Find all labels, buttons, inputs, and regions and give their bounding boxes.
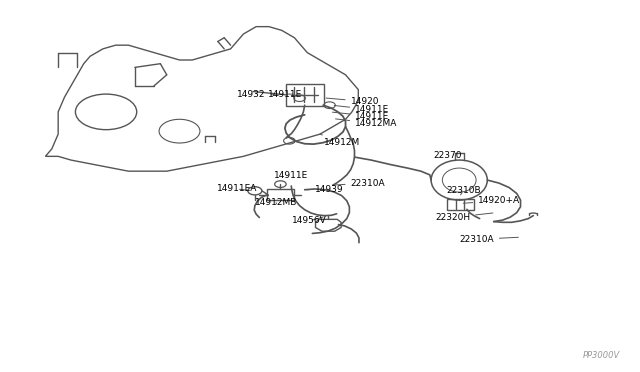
Text: PP3000V: PP3000V [583,351,620,360]
Text: 14911E: 14911E [274,171,308,180]
Text: 14912M: 14912M [320,134,360,147]
Text: 14912MB: 14912MB [255,198,297,207]
Text: 22310A: 22310A [333,179,385,187]
Text: 14911E: 14911E [332,112,389,121]
Text: 22370: 22370 [434,151,462,160]
Text: 14911E: 14911E [268,90,302,99]
Text: 14911E: 14911E [334,105,389,114]
Text: 14920: 14920 [326,97,379,106]
Text: 22320H: 22320H [435,213,493,222]
Text: 14956V: 14956V [292,217,326,225]
Text: 14911EA: 14911EA [216,185,257,193]
Text: 14939: 14939 [305,185,344,194]
Text: 14912MA: 14912MA [335,119,397,128]
Text: 14932: 14932 [237,90,279,99]
Text: 22310A: 22310A [460,235,518,244]
Text: 14920+A: 14920+A [463,196,520,205]
Text: 22310B: 22310B [447,186,481,195]
